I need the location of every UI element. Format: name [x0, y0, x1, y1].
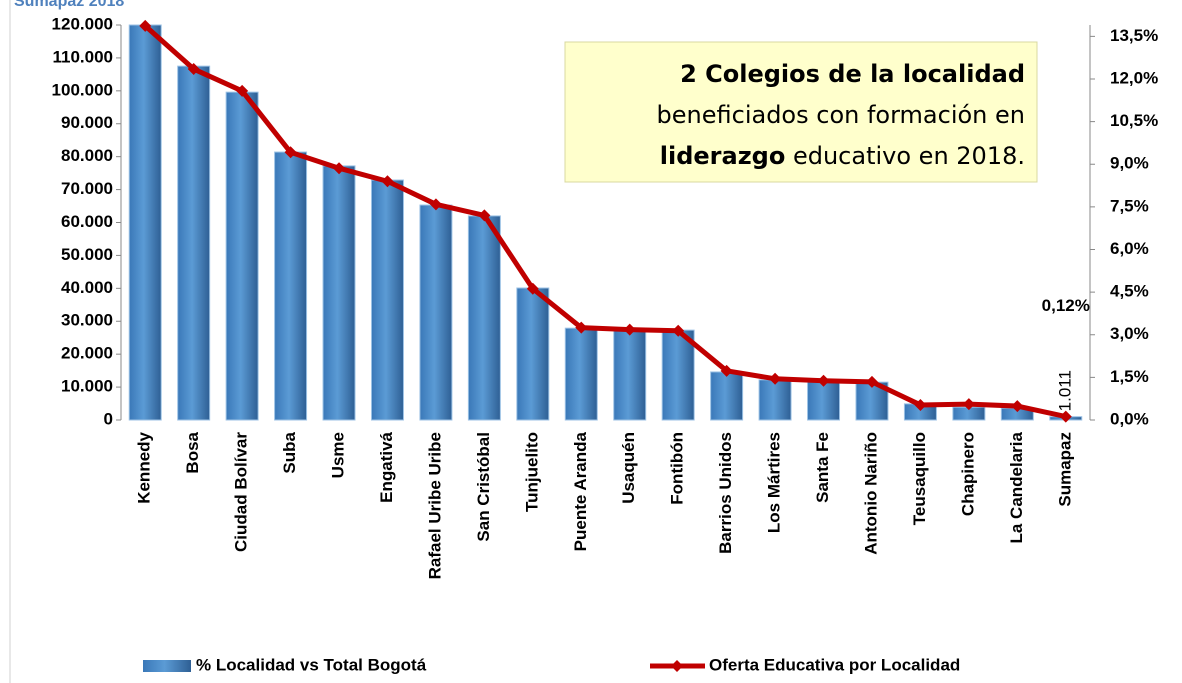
annotation: liderazgo educativo en 2018. — [660, 142, 1025, 170]
marker — [526, 282, 539, 295]
x-tick-label: Sumapaz — [1055, 432, 1074, 507]
y2-tick-label: 13,5% — [1110, 26, 1158, 45]
annotation-text: educativo en 2018. — [793, 142, 1025, 170]
annotation: beneficiados con formación en — [657, 101, 1025, 129]
data-label: 0,12% — [1042, 296, 1090, 315]
legend-marker — [671, 660, 683, 672]
marker — [623, 323, 636, 336]
y2-tick-label: 4,5% — [1110, 282, 1149, 301]
x-tick-label: Rafael Uribe Uribe — [425, 432, 444, 579]
y-tick-label: 0 — [104, 409, 113, 428]
x-tick-label: Kennedy — [135, 431, 154, 503]
bar — [758, 379, 792, 421]
y-tick-label: 30.000 — [61, 311, 113, 330]
x-tick-label: San Cristóbal — [474, 432, 493, 542]
x-tick-label: Usme — [329, 432, 348, 478]
x-tick-label: Chapinero — [958, 432, 977, 516]
bar — [419, 204, 453, 421]
marker — [187, 63, 200, 76]
bar — [177, 65, 211, 421]
y2-tick-label: 0,0% — [1110, 409, 1149, 428]
x-tick-label: Santa Fe — [813, 432, 832, 503]
marker — [478, 209, 491, 222]
bar — [564, 327, 598, 421]
legend-swatch — [143, 660, 191, 672]
marker — [139, 19, 152, 32]
marker — [1059, 410, 1072, 423]
marker — [575, 321, 588, 334]
x-tick-label: Antonio Nariño — [861, 432, 880, 555]
bar — [467, 215, 501, 421]
y-tick-label: 10.000 — [61, 377, 113, 396]
y2-tick-label: 3,0% — [1110, 324, 1149, 343]
line — [143, 23, 1067, 420]
y2-tick-label: 10,5% — [1110, 111, 1158, 130]
y-tick-label: 110.000 — [52, 47, 113, 66]
x-tick-label: Usaquén — [619, 432, 638, 504]
x-tick-label: Barrios Unidos — [716, 432, 735, 554]
y2-tick-label: 6,0% — [1110, 239, 1149, 258]
x-tick-label: La Candelaria — [1007, 431, 1026, 543]
bar — [516, 287, 550, 421]
legend-label: % Localidad vs Total Bogotá — [196, 655, 427, 674]
y-tick-label: 100.000 — [52, 80, 113, 99]
y-tick-label: 50.000 — [61, 245, 113, 264]
x-tick-label: Los Mártires — [765, 432, 784, 533]
y2-tick-label: 12,0% — [1110, 68, 1158, 87]
y-tick-label: 120.000 — [52, 14, 113, 33]
y-tick-label: 20.000 — [61, 344, 113, 363]
y-tick-label: 90.000 — [61, 113, 113, 132]
marker — [817, 374, 830, 387]
x-tick-label: Puente Aranda — [571, 431, 590, 551]
bar — [661, 329, 695, 421]
y-tick-label: 80.000 — [61, 146, 113, 165]
bar — [225, 91, 259, 421]
bar — [370, 179, 404, 421]
y2-tick-label: 1,5% — [1110, 367, 1149, 386]
y-tick-label: 60.000 — [61, 212, 113, 231]
bar — [128, 24, 162, 421]
marker — [429, 198, 442, 211]
y-tick-label: 40.000 — [61, 278, 113, 297]
marker — [720, 364, 733, 377]
marker — [284, 146, 297, 159]
data-label: 1.011 — [1055, 370, 1074, 411]
x-tick-label: Teusaquillo — [910, 432, 929, 525]
bar — [807, 380, 841, 421]
x-tick-label: Suba — [280, 431, 299, 473]
legend-label: Oferta Educativa por Localidad — [709, 655, 960, 674]
marker — [769, 372, 782, 385]
annotation: 2 Colegios de la localidad — [680, 60, 1025, 88]
annotation-bold: liderazgo — [660, 142, 786, 170]
bar — [322, 165, 356, 421]
annotation-box — [564, 41, 1038, 183]
x-tick-label: Bosa — [183, 431, 202, 473]
x-tick-label: Ciudad Bolívar — [232, 432, 251, 552]
bar — [274, 151, 308, 421]
x-tick-label: Tunjuelito — [522, 432, 541, 512]
marker — [236, 84, 249, 97]
y2-tick-label: 7,5% — [1110, 196, 1149, 215]
bar — [613, 329, 647, 421]
marker — [865, 375, 878, 388]
y-tick-label: 70.000 — [61, 179, 113, 198]
chart-title: Sumapaz 2018 — [14, 0, 124, 10]
marker — [1011, 400, 1024, 413]
x-tick-label: Engativá — [377, 431, 396, 502]
marker — [381, 175, 394, 188]
marker — [962, 398, 975, 411]
bar — [710, 371, 744, 421]
marker — [914, 398, 927, 411]
marker — [672, 324, 685, 337]
x-tick-label: Fontibón — [668, 432, 687, 505]
y2-tick-label: 9,0% — [1110, 154, 1149, 173]
marker — [333, 162, 346, 175]
